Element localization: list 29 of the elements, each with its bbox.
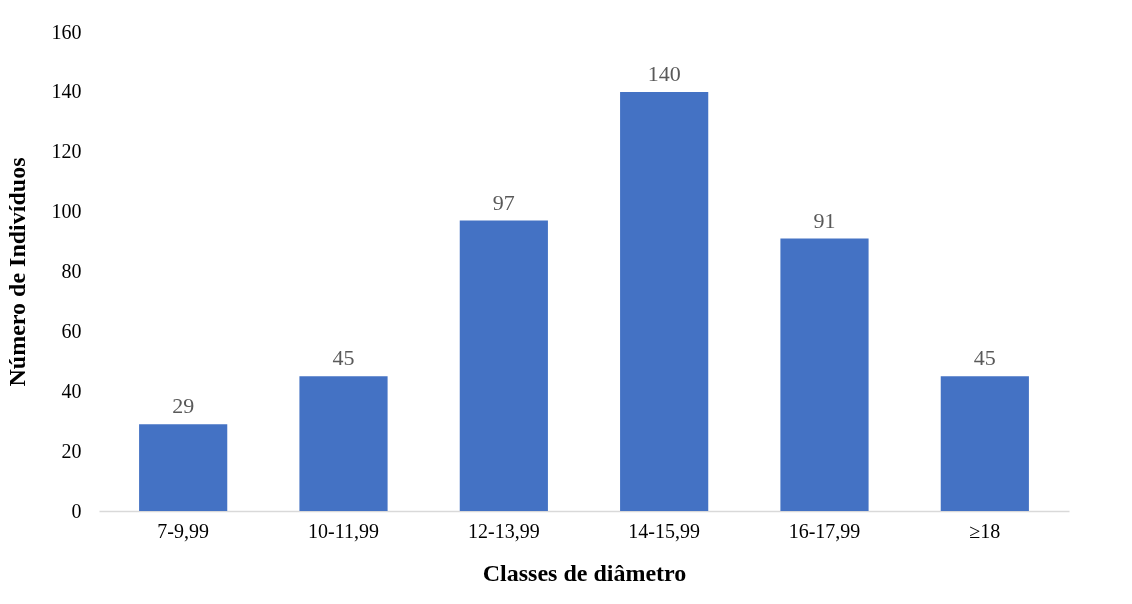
bar [940,376,1029,511]
bar [299,376,388,511]
x-tick-label: 14-15,99 [628,519,700,542]
data-label: 91 [813,207,836,233]
bar [139,424,228,511]
y-tick-label: 20 [61,439,82,462]
data-label: 140 [647,60,681,86]
y-tick-label: 60 [61,319,82,342]
y-tick-label: 120 [51,140,82,163]
x-tick-label: 16-17,99 [788,519,861,542]
y-tick-label: 40 [61,379,82,402]
x-tick-label: 7-9,99 [157,519,210,542]
y-tick-label: 140 [51,80,82,103]
x-axis-title: Classes de diâmetro [482,559,687,586]
y-tick-label: 0 [71,499,82,522]
data-label: 45 [973,345,996,371]
bar [780,238,869,511]
bar [620,91,709,511]
data-label: 45 [332,345,355,371]
y-tick-label: 160 [51,20,82,43]
y-axis-title: Número de Indivíduos [3,157,30,387]
x-tick-label: 10-11,99 [308,519,379,542]
y-tick-label: 80 [61,260,82,282]
bar [459,220,548,511]
data-label: 97 [492,189,515,215]
x-tick-label: ≥18 [969,519,1001,542]
y-tick-label: 100 [51,200,82,223]
data-label: 29 [172,393,195,419]
x-tick-label: 12-13,99 [468,519,540,542]
